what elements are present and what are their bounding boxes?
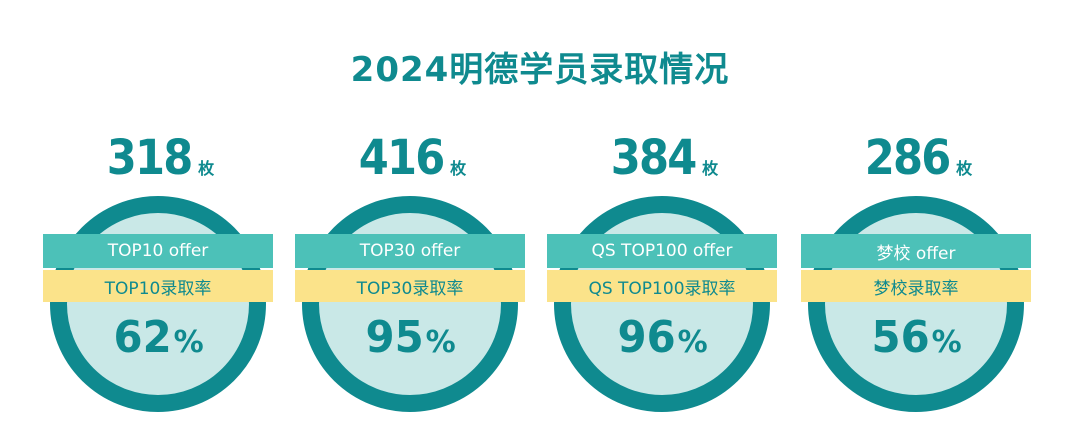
offer-count-unit: 枚	[702, 159, 719, 178]
rate-label: TOP30录取率	[356, 278, 464, 299]
ring-circle	[302, 196, 518, 412]
stat-card-qs-top100: 384 枚 QS TOP100 offer QS TOP100录取率 96%	[547, 120, 777, 420]
admission-rate: 95%	[300, 312, 520, 363]
admission-rate-number: 96	[617, 312, 677, 363]
offer-count: 416 枚	[300, 130, 520, 190]
rate-label-band: 梦校录取率	[801, 270, 1031, 302]
admission-rate-number: 62	[113, 312, 173, 363]
percent-sign: %	[173, 325, 204, 360]
rate-label: TOP10录取率	[104, 278, 212, 299]
offer-label: TOP30 offer	[359, 241, 461, 261]
rate-label-band: TOP10录取率	[43, 270, 273, 302]
offer-count-unit: 枚	[198, 159, 215, 178]
offer-label-band: 梦校 offer	[801, 234, 1031, 268]
offer-label-band: QS TOP100 offer	[547, 234, 777, 268]
offer-label: 梦校 offer	[876, 243, 956, 264]
offer-count-unit: 枚	[956, 159, 973, 178]
admission-rate-number: 95	[365, 312, 425, 363]
rate-label-band: TOP30录取率	[295, 270, 525, 302]
offer-count-number: 416	[358, 130, 446, 186]
offer-count-number: 318	[106, 130, 194, 186]
stat-card-top10: 318 枚 TOP10 offer TOP10录取率 62%	[43, 120, 273, 420]
ring-circle	[554, 196, 770, 412]
offer-count-unit: 枚	[450, 159, 467, 178]
offer-label-band: TOP10 offer	[43, 234, 273, 268]
rate-label: 梦校录取率	[873, 278, 959, 299]
admission-rate: 56%	[806, 312, 1026, 363]
admission-rate: 96%	[552, 312, 772, 363]
percent-sign: %	[931, 325, 962, 360]
percent-sign: %	[425, 325, 456, 360]
stat-card-top30: 416 枚 TOP30 offer TOP30录取率 95%	[295, 120, 525, 420]
ring-circle	[808, 196, 1024, 412]
offer-label: TOP10 offer	[107, 241, 209, 261]
offer-label-band: TOP30 offer	[295, 234, 525, 268]
rate-label: QS TOP100录取率	[588, 278, 736, 299]
offer-count-number: 384	[610, 130, 698, 186]
admission-rate: 62%	[48, 312, 268, 363]
offer-count-number: 286	[864, 130, 952, 186]
rate-label-band: QS TOP100录取率	[547, 270, 777, 302]
percent-sign: %	[677, 325, 708, 360]
admission-rate-number: 56	[871, 312, 931, 363]
stat-card-dream-school: 286 枚 梦校 offer 梦校录取率 56%	[801, 120, 1031, 420]
ring-circle	[50, 196, 266, 412]
offer-count: 286 枚	[806, 130, 1026, 190]
offer-label: QS TOP100 offer	[591, 241, 733, 261]
offer-count: 318 枚	[48, 130, 268, 190]
offer-count: 384 枚	[552, 130, 772, 190]
page-title: 2024明德学员录取情况	[350, 50, 730, 90]
